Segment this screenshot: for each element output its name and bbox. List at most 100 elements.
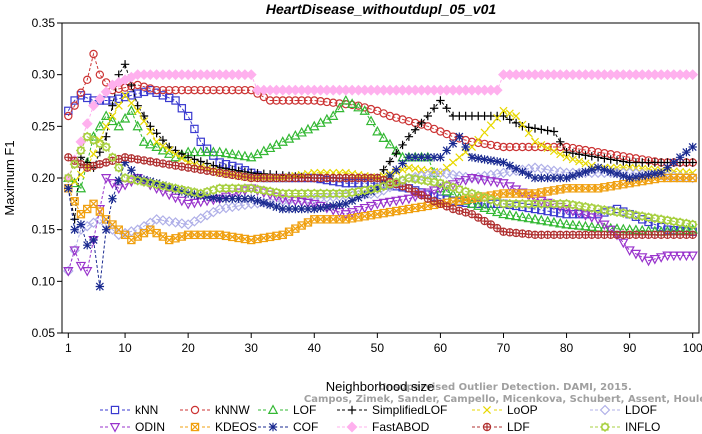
- series-lof-point-part: [479, 202, 490, 212]
- series-inflo-point: [69, 159, 80, 170]
- series-ldf-point: [474, 213, 483, 222]
- series-simplifiedlof-point-part: [530, 124, 540, 133]
- series-lof-point: [75, 182, 87, 193]
- series-cof-point-part: [606, 167, 615, 176]
- series-lof-point: [138, 136, 150, 146]
- series-kdeos-point-part: [70, 197, 79, 206]
- series-knnw-point: [486, 140, 496, 150]
- series-loop-point: [404, 163, 413, 172]
- series-kdeos-point-part: [379, 208, 388, 218]
- series-odin-point: [100, 174, 112, 184]
- series-kdeos-point: [120, 230, 130, 240]
- series-cof-point: [518, 167, 527, 176]
- series-knn-point-part: [171, 96, 180, 105]
- series-ldf-point: [64, 153, 73, 162]
- series-cof-point-part: [316, 203, 325, 213]
- series-ldof-point-part: [441, 168, 452, 180]
- series-odin-point: [618, 238, 629, 249]
- series-cof-point-part: [461, 142, 470, 152]
- series-lof-point: [529, 213, 541, 224]
- series-kdeos-point-part: [120, 230, 130, 240]
- y-tick-label: 0.25: [32, 119, 56, 133]
- series-odin-point: [397, 195, 408, 206]
- series-cof-point-part: [146, 177, 155, 186]
- series-ldof-point-part: [189, 216, 200, 227]
- series-odin-point: [403, 194, 415, 205]
- series-knn-point: [171, 96, 180, 105]
- series-odin-point: [655, 253, 667, 263]
- series-cof-point: [511, 164, 521, 173]
- series-lof-point-part: [340, 94, 352, 105]
- series-inflo-point-part: [102, 143, 110, 151]
- series-cof-point-part: [120, 158, 130, 167]
- series-loop-point: [455, 153, 464, 162]
- series-lof-point-part: [214, 146, 225, 157]
- series-odin-point-part: [189, 198, 200, 209]
- series-lof-point-part: [548, 216, 560, 227]
- series-simplifiedlof-point: [429, 104, 439, 113]
- series-cof-point: [209, 193, 218, 202]
- series-knnw-point-part: [152, 85, 161, 95]
- series-lof-point-part: [359, 105, 370, 115]
- series-loop-point-part: [493, 114, 502, 123]
- series-ldf-point-part: [487, 220, 495, 229]
- series-loop-point: [575, 157, 584, 166]
- series-cof-point-part: [385, 171, 395, 181]
- series-lof-point: [573, 220, 585, 230]
- series-odin-point-part: [687, 251, 698, 262]
- series-simplifiedlof-point-part: [511, 118, 521, 128]
- legend-item-odin-marker: [109, 423, 121, 433]
- series-lof-point: [542, 215, 553, 226]
- series-lof-point: [107, 115, 118, 126]
- series-lof-point: [214, 146, 225, 157]
- series-knnw-point-part: [347, 100, 357, 110]
- series-lof-point: [498, 208, 509, 219]
- series-kdeos-point-part: [455, 196, 464, 205]
- series-ldf-point: [404, 184, 414, 193]
- series-odin-point: [586, 213, 597, 223]
- series-simplifiedlof-point: [417, 118, 426, 128]
- series-cof-point-part: [474, 154, 483, 163]
- series-cof-point: [127, 166, 136, 175]
- series-cof-point-part: [291, 204, 300, 214]
- series-simplifiedlof-point-part: [417, 118, 426, 128]
- series-cof-point-part: [152, 178, 161, 188]
- series-kdeos-point-part: [354, 213, 363, 222]
- series-simplifiedlof-point-part: [183, 153, 193, 162]
- series-cof-point: [530, 173, 540, 183]
- series-cof-point: [638, 171, 647, 181]
- series-cof-point-part: [631, 172, 641, 182]
- series-knnw-point-part: [196, 85, 205, 95]
- series-loop-point: [530, 137, 540, 146]
- series-simplifiedlof-point: [593, 153, 603, 162]
- series-cof-point-part: [492, 157, 502, 166]
- series-lof-point: [473, 200, 484, 210]
- series-ldf-point-part: [411, 188, 419, 196]
- series-knnw-point-part: [486, 140, 496, 150]
- series-cof-point-part: [499, 158, 508, 167]
- series-cof-point: [120, 158, 130, 167]
- series-lof-point-part: [573, 220, 585, 230]
- legend-item-lof: LOF: [258, 403, 316, 417]
- series-loop-point-part: [165, 146, 174, 155]
- series-kdeos-point-part: [410, 203, 420, 213]
- legend-item-fastabod-marker-part: [346, 421, 358, 433]
- series-cof-point: [303, 204, 313, 214]
- series-knn-point: [133, 89, 142, 98]
- series-kdeos-point-part: [392, 206, 401, 216]
- series-kdeos-point-part: [530, 189, 540, 198]
- series-odin-point: [353, 206, 364, 216]
- series-knnw-point-part: [297, 96, 306, 105]
- series-loop-point: [158, 141, 167, 150]
- series-kdeos-point-part: [688, 173, 697, 183]
- series-simplifiedlof-point: [108, 101, 117, 110]
- series-kdeos-point-part: [221, 231, 231, 241]
- series-odin-point: [485, 177, 497, 187]
- series-cof-point-part: [341, 199, 351, 209]
- series-lof-point-part: [510, 210, 522, 221]
- series-simplifiedlof-point: [385, 157, 395, 166]
- y-tick-label: 0.10: [32, 274, 56, 288]
- series-kdeos-point-part: [675, 173, 685, 183]
- series-loop-point: [146, 127, 155, 136]
- series-ldf-point-part: [89, 162, 98, 170]
